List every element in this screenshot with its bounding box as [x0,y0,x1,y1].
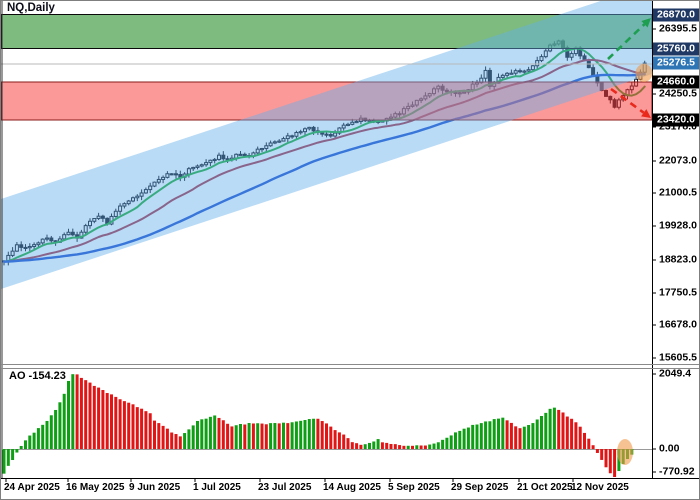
price-tick-label: 19928.0 [659,219,697,232]
price-tick-label: 18823.0 [659,253,697,266]
price-badge: 25276.5 [653,56,699,70]
time-tick-label: 5 Sep 2025 [388,482,440,493]
time-tick-label: 14 Aug 2025 [323,482,381,493]
price-badge: 23420.0 [653,113,699,127]
time-tick-label: 1 Jul 2025 [193,482,241,493]
ao-tick-label: 2049.4 [659,367,692,380]
ao-tick-label: -770.92 [659,465,695,478]
highlight-ellipse-price[interactable] [635,64,653,82]
time-tick-label: 16 May 2025 [66,482,125,493]
price-tick-label: 26395.5 [659,22,697,35]
bearish-arrow[interactable] [610,87,645,114]
price-tick-label: 21000.5 [659,186,697,199]
time-tick-label: 12 Nov 2025 [571,482,629,493]
time-tick-label: 9 Jun 2025 [129,482,181,493]
price-badge: 25760.0 [653,42,699,55]
trend-channel[interactable] [1,1,652,289]
price-tick-label: 15605.5 [659,351,697,364]
ao-indicator-label: AO -154.23 [9,370,66,382]
forecast-arrows[interactable] [607,18,651,118]
ao-histogram [1,374,652,477]
chart-frame-lines [1,1,699,482]
highlight-ellipses[interactable] [617,64,653,465]
zones[interactable] [1,14,653,121]
supply-zone[interactable] [1,14,653,49]
price-tick-label: 22073.0 [659,154,697,167]
time-tick-label: 29 Sep 2025 [451,482,509,493]
ao-tick-label: 0.00 [659,442,680,455]
price-tick-label: 16678.0 [659,318,697,331]
price-tick-label: 24250.5 [659,87,697,100]
price-tick-label: 17750.5 [659,286,697,299]
highlight-ellipse-ao[interactable] [617,439,633,465]
price-badge: 26870.0 [653,8,699,21]
time-tick-label: 24 Apr 2025 [4,482,60,493]
bullish-arrow[interactable] [607,23,646,60]
ma-fast-line [3,47,646,263]
time-tick-label: 23 Jul 2025 [258,482,312,493]
price-badge: 24660.0 [653,75,699,89]
time-tick-label: 21 Oct 2025 [517,482,573,493]
chart-symbol-label: NQ,Daily [7,2,55,14]
ma-mid-line [3,59,646,263]
